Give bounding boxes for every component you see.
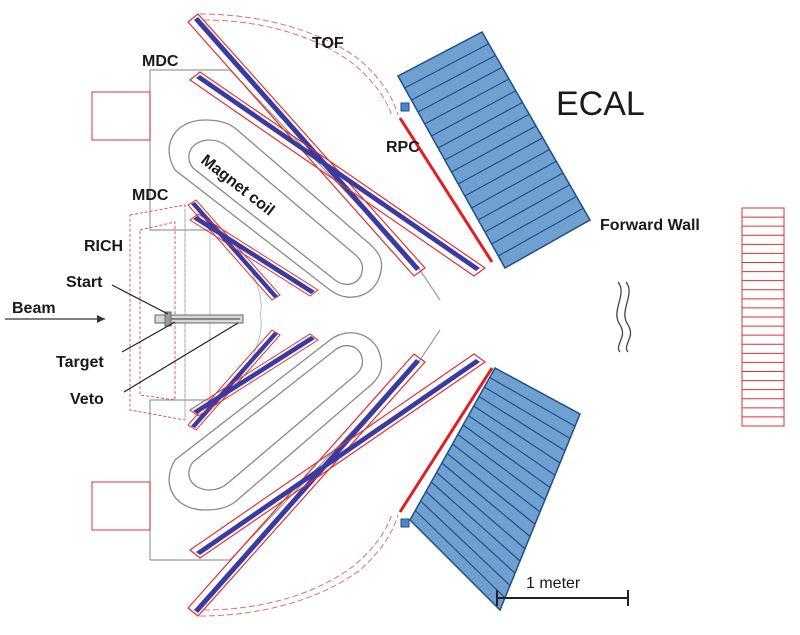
- rpc-detector: [398, 117, 494, 513]
- ecal-lower: [409, 366, 581, 612]
- scale-label: 1 meter: [526, 575, 581, 592]
- ecal-module-line: [446, 453, 536, 525]
- ecal-module-line: [468, 415, 556, 476]
- ecal-module-line: [478, 395, 566, 452]
- ecal-module-line: [430, 481, 521, 562]
- rpc-marker-upper: [400, 102, 410, 112]
- rpc-label: RPC: [386, 139, 420, 156]
- ecal-upper-modules: [404, 43, 584, 257]
- ecal-lower-modules: [414, 376, 576, 599]
- ecal-module-line: [431, 90, 517, 137]
- ecal-module-line: [464, 148, 550, 197]
- ecal-module-line: [498, 207, 584, 257]
- ecal-module-line: [477, 172, 564, 221]
- ecal-module-line: [471, 160, 557, 209]
- mdc-outer-lower: [187, 353, 487, 617]
- ecal-module-line: [484, 184, 571, 233]
- veto-label: Veto: [70, 391, 104, 408]
- magnet-coil-label: Magnet coil: [198, 152, 278, 220]
- ecal-module-line: [411, 54, 496, 101]
- rich-label: RICH: [84, 238, 123, 255]
- mdc-outer-upper: [187, 13, 487, 277]
- mdc-outer-label: MDC: [142, 53, 179, 70]
- ecal-module-line: [424, 78, 510, 125]
- ecal-module-line: [457, 137, 544, 185]
- ecal-upper: [396, 31, 592, 270]
- ecal-module-line: [404, 43, 490, 89]
- ecal-label: ECAL: [556, 85, 645, 123]
- start-label: Start: [66, 274, 103, 291]
- magnet-coil-lower: [168, 332, 383, 511]
- ecal-module-line: [473, 405, 561, 464]
- ecal-module-line: [462, 424, 551, 488]
- mdc-inner-label: MDC: [132, 187, 169, 204]
- scale-bar: [496, 590, 629, 606]
- ecal-module-line: [457, 434, 546, 501]
- ecal-module-line: [484, 386, 571, 440]
- ecal-module-line: [491, 195, 577, 245]
- ecal-module-line: [425, 491, 516, 574]
- forward-wall-label: Forward Wall: [600, 217, 700, 234]
- ecal-module-line: [437, 101, 523, 149]
- mdc-inner-lower: [187, 329, 319, 431]
- ecal-module-line: [417, 66, 503, 113]
- magnet-coil-upper: [168, 119, 383, 298]
- pointer-lines: [111, 284, 239, 393]
- ecal-module-line: [436, 472, 526, 550]
- distance-break-icon: [616, 281, 632, 353]
- ecal-module-line: [420, 500, 511, 586]
- target-label: Target: [56, 354, 104, 371]
- rich-detector: [129, 204, 186, 421]
- tof-label: TOF: [312, 35, 344, 52]
- left-support-box: [91, 91, 151, 531]
- rpc-marker-lower: [400, 518, 410, 528]
- tof-detector: [199, 13, 399, 617]
- ecal-module-line: [489, 376, 576, 427]
- ecal-module-line: [452, 443, 541, 513]
- target-assembly: [154, 311, 244, 327]
- ecal-module-line: [414, 510, 506, 599]
- mdc-inner-upper: [187, 199, 319, 301]
- beam-label: Beam: [12, 300, 56, 317]
- ecal-module-line: [444, 113, 530, 161]
- ecal-module-line: [441, 462, 531, 537]
- beam-line: [5, 315, 105, 323]
- ecal-module-line: [451, 125, 537, 173]
